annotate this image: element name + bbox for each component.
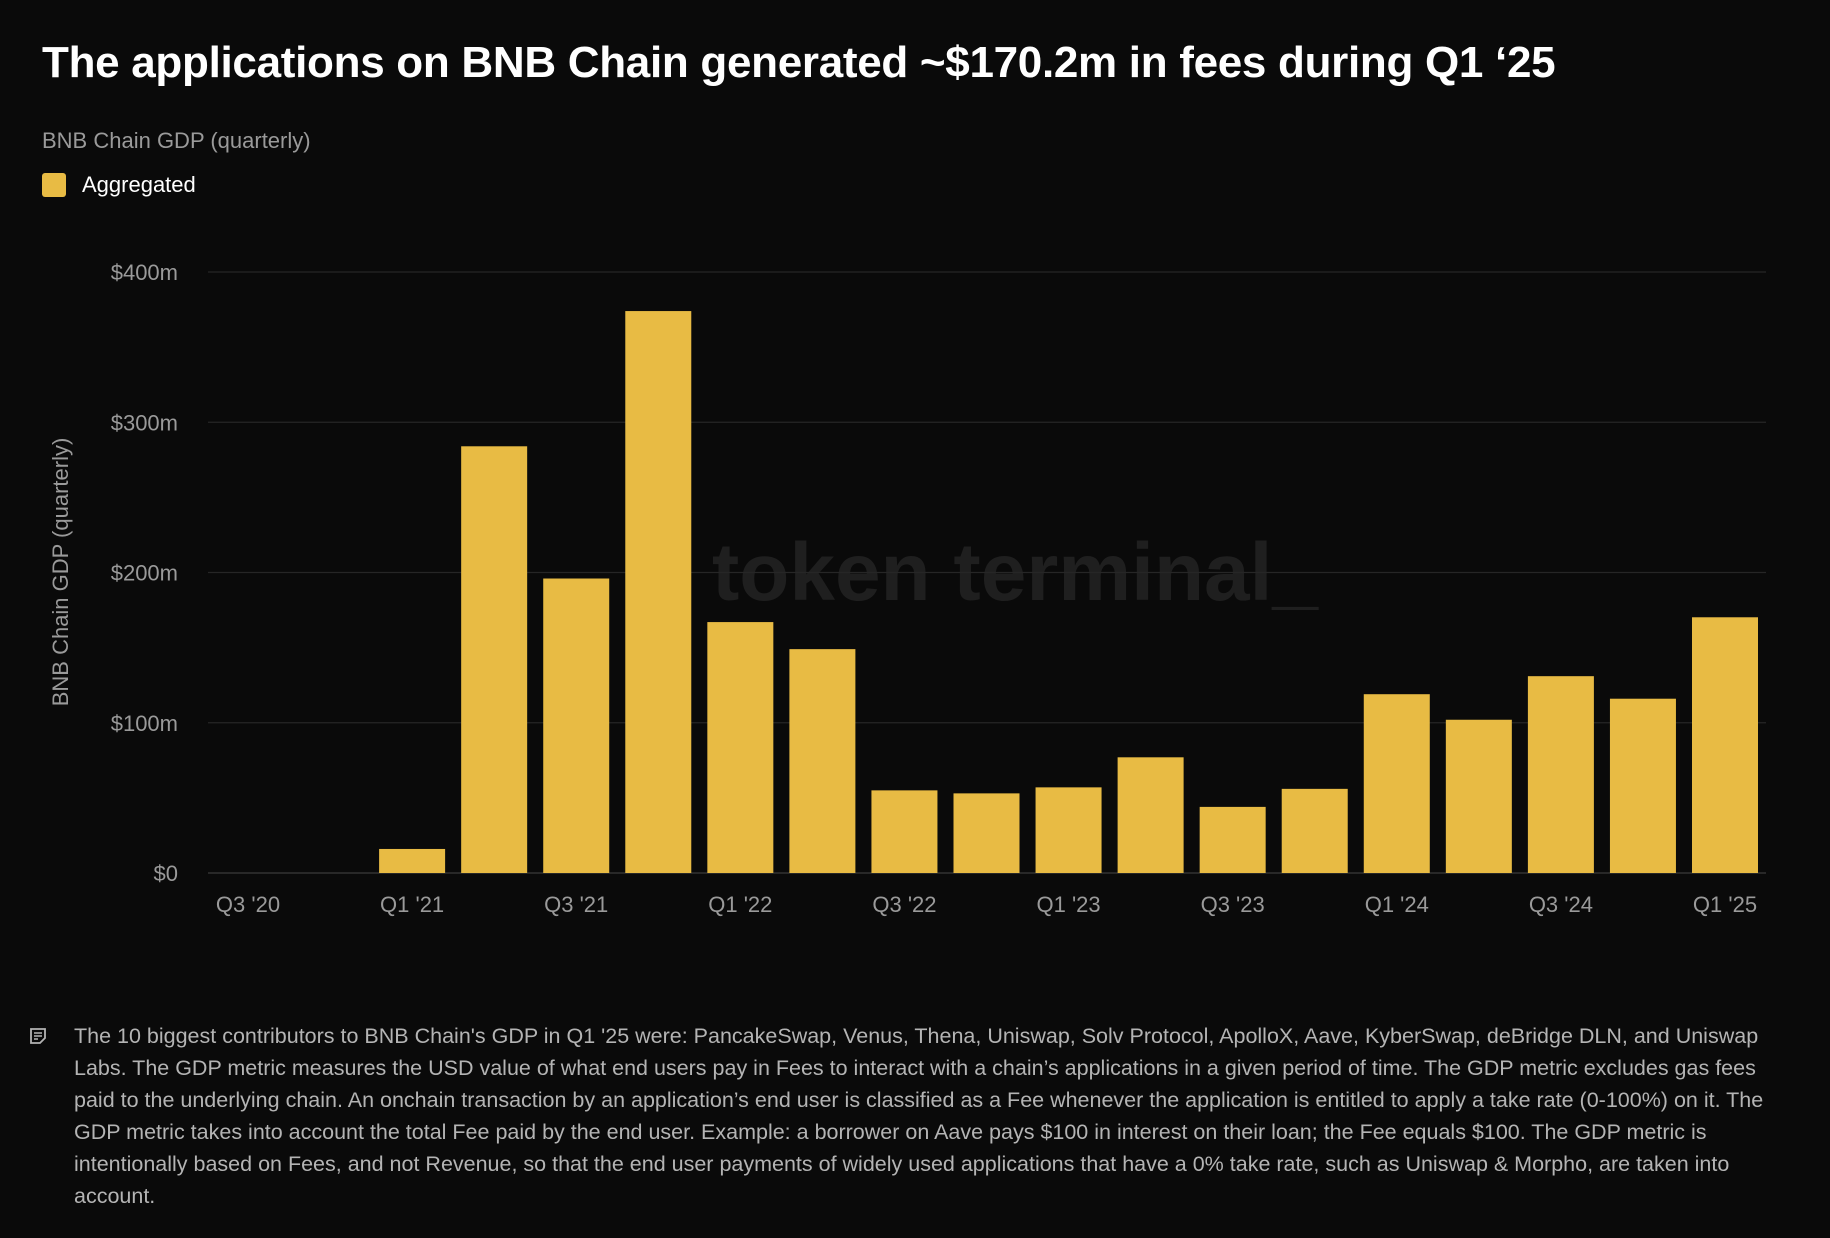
y-tick-label: $100m — [111, 711, 178, 736]
chart-subtitle: BNB Chain GDP (quarterly) — [42, 128, 311, 153]
x-tick-label: Q3 '20 — [216, 892, 280, 917]
note-icon — [30, 1028, 46, 1044]
x-tick-label: Q1 '21 — [380, 892, 444, 917]
y-tick-label: $200m — [111, 561, 178, 586]
x-tick-label: Q3 '24 — [1529, 892, 1593, 917]
bar-Q124 — [1363, 694, 1430, 873]
legend-swatch — [42, 173, 66, 197]
bar-Q322 — [871, 790, 938, 873]
y-axis-label: BNB Chain GDP (quarterly) — [48, 438, 73, 707]
x-tick-label: Q3 '21 — [544, 892, 608, 917]
x-tick-label: Q3 '23 — [1201, 892, 1265, 917]
bar-Q224 — [1445, 719, 1512, 873]
bar-Q422 — [953, 793, 1020, 873]
bar-Q421 — [625, 311, 692, 873]
y-tick-label: $0 — [154, 861, 178, 886]
y-tick-label: $300m — [111, 410, 178, 435]
footnote: The 10 biggest contributors to BNB Chain… — [74, 1024, 1764, 1208]
y-tick-label: $400m — [111, 260, 178, 285]
x-tick-label: Q1 '24 — [1365, 892, 1429, 917]
legend-label: Aggregated — [82, 172, 196, 197]
bar-chart: token terminal_$0$100m$200m$300m$400mBNB… — [48, 260, 1766, 917]
bar-Q221 — [461, 446, 528, 873]
bar-Q222 — [789, 649, 856, 873]
bar-Q324 — [1527, 676, 1594, 873]
bar-Q323 — [1199, 806, 1266, 873]
bar-Q123 — [1035, 787, 1102, 873]
chart-title: The applications on BNB Chain generated … — [42, 38, 1556, 87]
bar-Q424 — [1609, 698, 1676, 873]
bar-Q125 — [1692, 617, 1758, 873]
bar-Q121 — [379, 848, 446, 873]
x-tick-label: Q3 '22 — [872, 892, 936, 917]
legend: Aggregated — [42, 172, 196, 198]
bar-Q423 — [1281, 788, 1348, 873]
x-tick-label: Q1 '25 — [1693, 892, 1757, 917]
x-tick-label: Q1 '22 — [708, 892, 772, 917]
bar-Q321 — [543, 578, 610, 873]
bar-Q122 — [707, 622, 774, 873]
bar-Q223 — [1117, 757, 1184, 873]
x-tick-label: Q1 '23 — [1036, 892, 1100, 917]
